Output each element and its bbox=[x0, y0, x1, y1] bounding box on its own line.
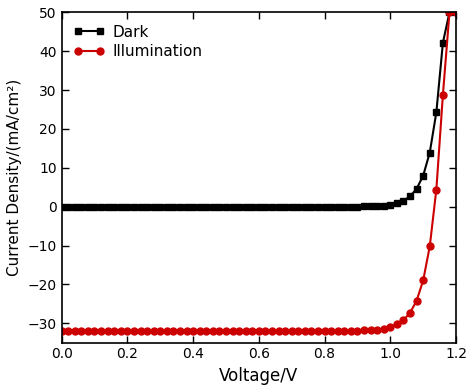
Dark bbox=[197, 204, 202, 209]
Illumination bbox=[151, 328, 156, 333]
Legend: Dark, Illumination: Dark, Illumination bbox=[69, 20, 207, 64]
Dark bbox=[151, 204, 156, 209]
Illumination bbox=[401, 318, 406, 323]
X-axis label: Voltage/V: Voltage/V bbox=[219, 367, 299, 385]
Line: Illumination: Illumination bbox=[58, 9, 459, 334]
Illumination bbox=[447, 10, 452, 15]
Dark bbox=[295, 204, 301, 209]
Illumination bbox=[59, 328, 64, 333]
Illumination bbox=[197, 328, 202, 333]
Dark bbox=[137, 204, 143, 209]
Dark bbox=[59, 204, 64, 209]
Illumination bbox=[269, 328, 275, 333]
Illumination bbox=[453, 10, 459, 15]
Illumination bbox=[137, 328, 143, 333]
Dark bbox=[453, 10, 459, 15]
Line: Dark: Dark bbox=[58, 9, 459, 210]
Y-axis label: Current Density/(mA/cm²): Current Density/(mA/cm²) bbox=[7, 79, 22, 276]
Illumination bbox=[295, 328, 301, 333]
Dark bbox=[269, 204, 275, 209]
Dark bbox=[447, 10, 452, 15]
Dark bbox=[401, 198, 406, 203]
